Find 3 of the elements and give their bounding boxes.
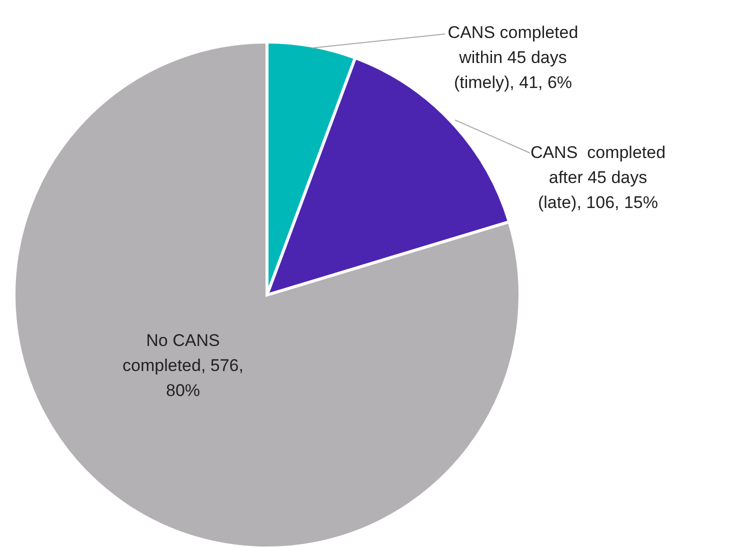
slice-label: CANS completed after 45 days (late), 106, 15% xyxy=(530,143,666,212)
slice-label: CANS completed within 45 days (timely), 41, 6% xyxy=(448,23,578,92)
slice-label: No CANS completed, 576, 80% xyxy=(122,331,244,400)
